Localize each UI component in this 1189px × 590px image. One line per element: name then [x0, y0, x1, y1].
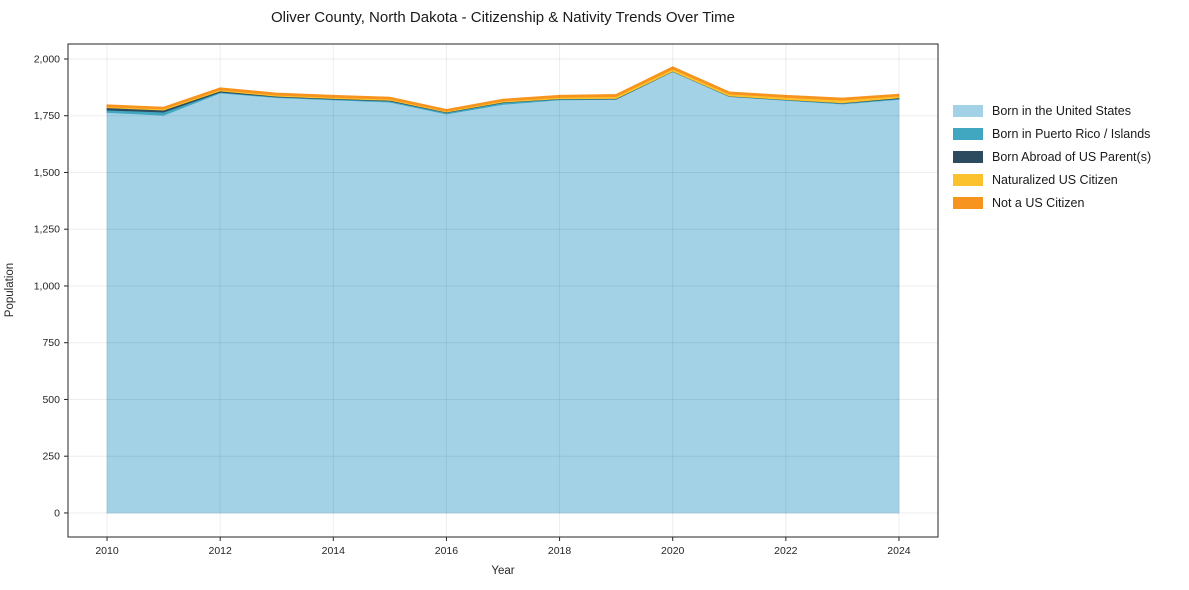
y-tick-label: 2,000 — [34, 53, 60, 65]
y-tick-label: 500 — [42, 394, 60, 406]
area-series-4 — [106, 66, 900, 112]
x-tick-label: 2020 — [661, 545, 685, 557]
legend-swatch-naturalized — [953, 174, 983, 186]
y-tick-label: 250 — [42, 451, 60, 463]
y-tick-label: 1,250 — [34, 224, 60, 236]
plot-frame — [67, 43, 939, 538]
legend-item: Born Abroad of US Parent(s) — [953, 150, 1151, 164]
x-tick-label: 2014 — [322, 545, 346, 557]
legend-item: Born in the United States — [953, 104, 1151, 118]
y-tick-label: 750 — [42, 337, 60, 349]
legend-item: Not a US Citizen — [953, 196, 1151, 210]
legend-label: Naturalized US Citizen — [992, 173, 1118, 187]
x-tick-label: 2018 — [548, 545, 572, 557]
x-axis-label: Year — [491, 565, 515, 577]
chart-title: Oliver County, North Dakota - Citizenshi… — [270, 9, 736, 26]
x-tick-label: 2010 — [95, 545, 119, 557]
x-tick-label: 2024 — [887, 545, 911, 557]
legend-swatch-not-citizen — [953, 197, 983, 209]
y-tick-label: 0 — [54, 507, 60, 519]
legend-label: Born Abroad of US Parent(s) — [992, 150, 1152, 164]
area-series-0 — [106, 71, 900, 514]
legend-swatch-born-us — [953, 105, 983, 117]
y-axis-label: Population — [4, 262, 16, 318]
legend-item: Born in Puerto Rico / Islands — [953, 127, 1151, 141]
x-tick-label: 2012 — [208, 545, 232, 557]
legend-swatch-born-abroad — [953, 151, 983, 163]
x-tick-label: 2022 — [774, 545, 798, 557]
y-tick-label: 1,000 — [34, 280, 60, 292]
legend-label: Born in Puerto Rico / Islands — [992, 127, 1151, 141]
legend-swatch-puerto-rico — [953, 128, 983, 140]
legend: Born in the United States Born in Puerto… — [953, 104, 1151, 210]
legend-label: Not a US Citizen — [992, 196, 1085, 210]
legend-item: Naturalized US Citizen — [953, 173, 1151, 187]
y-tick-label: 1,750 — [34, 110, 60, 122]
x-tick-label: 2016 — [435, 545, 459, 557]
y-tick-label: 1,500 — [34, 167, 60, 179]
legend-label: Born in the United States — [992, 104, 1131, 118]
